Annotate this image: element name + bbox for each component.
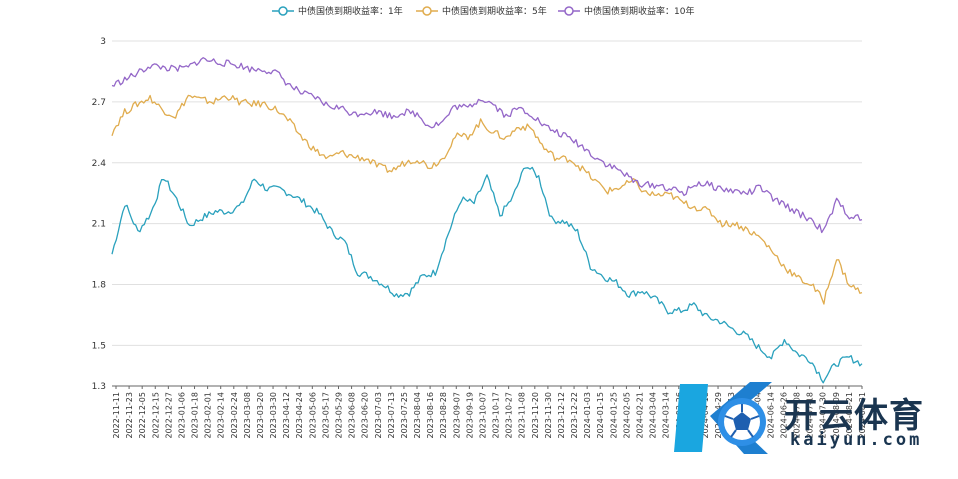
x-tick-label: 2023-02-24 [230,392,239,439]
x-tick-label: 2024-02-21 [636,392,645,439]
y-tick-label: 2.7 [92,98,106,108]
legend-marker [278,6,288,16]
x-tick-label: 2024-08-31 [858,392,867,439]
x-tick-label: 2023-01-18 [191,392,200,439]
series-line-1 [111,166,863,384]
x-tick-label: 2024-03-14 [662,392,671,439]
x-tick-label: 2023-11-30 [544,392,553,439]
x-tick-label: 2022-12-27 [164,392,173,439]
x-tick-label: 2022-12-05 [138,392,147,439]
x-tick-label: 2023-04-12 [282,392,291,439]
x-tick-label: 2023-07-13 [387,392,396,439]
x-axis-ticks: 2022-11-11 2022-11-23 2022-12-05 2022-12-15… [112,386,867,439]
x-tick-label: 2023-05-06 [308,392,317,439]
watermark-brand-text: 开云体育 [784,396,924,436]
x-tick-label: 2023-03-30 [269,392,278,439]
x-tick-label: 2023-07-03 [374,392,383,439]
x-tick-label: 2024-04-18 [701,392,710,439]
x-tick-label: 2023-10-27 [505,392,514,439]
grid-lines [112,40,862,387]
series-line-2 [111,94,863,305]
x-tick-label: 2023-08-16 [426,392,435,439]
x-tick-label: 2023-05-29 [334,392,343,439]
x-tick-label: 2023-09-19 [465,392,474,439]
x-tick-label: 2023-03-20 [256,392,265,439]
x-tick-label: 2022-11-23 [125,392,134,439]
legend-marker [422,6,432,16]
x-tick-label: 2024-01-15 [596,392,605,439]
legend-item-3: 中债国债到期收益率：10年 [558,5,694,17]
x-tick-label: 2023-06-08 [348,392,357,439]
y-tick-label: 1.8 [92,281,107,291]
x-tick-label: 2023-03-08 [243,392,252,439]
x-tick-label: 2023-11-08 [518,392,527,439]
x-tick-label: 2024-07-18 [806,392,815,439]
y-tick-label: 3 [100,37,106,47]
watermark-logo: 开云体育 kaiyun.com [672,378,952,458]
x-tick-label: 2022-11-11 [112,392,121,439]
y-tick-label: 1.5 [92,341,106,351]
series-lines [111,57,863,384]
y-axis-ticks: 1.3 1.5 1.8 2.1 2.4 2.7 3 [92,37,107,392]
x-tick-label: 2023-12-22 [570,392,579,439]
x-tick-label: 2023-12-12 [557,392,566,439]
x-tick-label: 2024-01-25 [609,392,618,439]
x-tick-label: 2023-04-24 [295,392,304,439]
soccer-ball-k-logo-icon [674,382,772,454]
x-tick-label: 2024-03-04 [649,392,658,439]
x-tick-label: 2023-11-20 [531,392,540,439]
x-tick-label: 2023-06-20 [361,392,370,439]
legend-item-1: 中债国债到期收益率：1年 [272,5,403,17]
x-tick-label: 2024-07-30 [819,392,828,439]
x-tick-label: 2024-08-21 [845,392,854,439]
x-tick-label: 2024-02-05 [622,392,631,439]
legend-label: 中债国债到期收益率：10年 [584,5,694,17]
x-tick-label: 2024-06-26 [779,392,788,439]
x-tick-label: 2023-05-17 [321,392,330,439]
x-tick-label: 2024-07-08 [793,392,802,439]
legend-item-2: 中债国债到期收益率：5年 [416,5,547,17]
chart-legend: 中债国债到期收益率：1年 中债国债到期收益率：5年 中债国债到期收益率：10年 [272,5,694,17]
legend-marker [564,6,574,16]
x-tick-label: 2023-08-28 [439,392,448,439]
x-tick-label: 2023-09-07 [452,392,461,439]
y-tick-label: 2.4 [92,159,107,169]
x-tick-label: 2023-07-25 [400,392,409,439]
y-tick-label: 2.1 [92,220,106,230]
x-tick-label: 2023-01-06 [177,392,186,439]
x-tick-label: 2023-02-14 [217,392,226,439]
x-tick-label: 2023-08-04 [413,392,422,439]
y-tick-label: 1.3 [92,382,106,392]
x-tick-label: 2024-08-09 [832,392,841,439]
series-line-3 [111,57,863,234]
x-tick-label: 2023-10-07 [478,392,487,439]
x-tick-label: 2022-12-15 [151,392,160,439]
watermark-site-text: kaiyun.com [790,430,923,450]
legend-label: 中债国债到期收益率：1年 [298,5,403,17]
x-tick-label: 2023-10-17 [492,392,501,439]
legend-label: 中债国债到期收益率：5年 [442,5,547,17]
x-tick-label: 2024-01-03 [583,392,592,439]
x-tick-label: 2023-02-01 [204,392,213,439]
x-tick-label: 2024-06-14 [766,392,775,439]
